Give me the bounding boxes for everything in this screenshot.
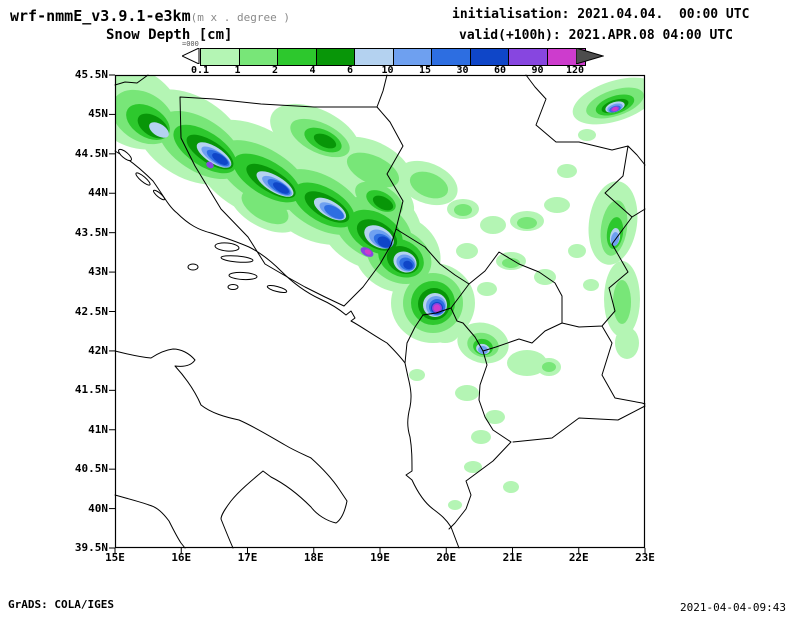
map-linework [114,74,646,549]
valid-time: valid(+100h): 2021.APR.08 04:00 UTC [459,28,733,43]
lon-label: 22E [568,551,589,564]
colorbar-overflow-arrow [576,48,604,64]
lat-label: 42.5N [74,304,108,318]
colorbar-tick-label: 15 [418,65,432,76]
lat-label: 44.5N [74,146,108,160]
croatian-islands [118,148,288,294]
lon-label: 20E [436,551,457,564]
colorbar-box-3 [316,49,355,65]
snow-shading-layer [115,75,645,510]
lon-label: 21E [502,551,523,564]
lon-label: 16E [171,551,192,564]
adriatic-coastline-path [114,150,460,549]
lat-label: 43.5N [74,225,108,239]
lon-label: 18E [303,551,324,564]
lat-label: 41N [88,422,108,436]
colorbar-tick-label: 120 [565,65,585,76]
lat-label: 45N [88,107,108,121]
creation-timestamp: 2021-04-04-09:43 [680,601,786,614]
italy-coastline-path [114,348,348,549]
colorbar-box-8 [509,49,548,65]
field-title: Snow Depth [cm] [106,27,233,43]
colorbar-box-0 [201,49,240,65]
lat-label: 40.5N [74,462,108,476]
lat-label: 41.5N [74,383,108,397]
colorbar-box-7 [470,49,509,65]
lat-label: 43N [88,265,108,279]
grads-credit: GrADS: COLA/IGES [8,598,114,611]
colorbar-left-note: =000 [182,40,199,48]
lat-label: 42N [88,343,108,357]
colorbar-tick-label: 90 [531,65,544,76]
colorbar-tick-label: 0.1 [190,65,210,76]
colorbar-tick-label: 30 [456,65,469,76]
colorbar-box-2 [278,49,317,65]
colorbar-box-6 [432,49,471,65]
country-borders-path [114,74,646,530]
colorbar-tick-label: 10 [381,65,394,76]
colorbar-box-4 [355,49,394,65]
lat-label: 40N [88,501,108,515]
lat-label: 44N [88,186,108,200]
colorbar-boxes [200,48,586,66]
model-units-text: (m x . degree ) [190,11,290,24]
lat-label: 45.5N [74,68,108,81]
colorbar-tick-label: 2 [271,65,279,76]
colorbar-tick-label: 1 [234,65,241,76]
lon-label: 19E [370,551,390,564]
map-frame [114,74,646,549]
colorbar-tick-label: 6 [346,65,354,76]
tyrrhenian-coastline-path [114,494,186,549]
model-title: wrf-nmmE_v3.9.1-e3km(m x . degree ) [10,7,290,25]
axis-ticks [109,74,646,554]
colorbar-box-1 [239,49,278,65]
colorbar-tick-label: 4 [309,65,316,76]
colorbar-underflow-arrow [182,48,200,64]
colorbar-box-5 [393,49,432,65]
lat-label: 39.5N [74,541,108,554]
lon-label: 17E [237,551,258,564]
initialisation-time: initialisation: 2021.04.04. 00:00 UTC [452,7,750,22]
lon-label: 23E [635,551,655,564]
colorbar-tick-label: 60 [493,65,507,76]
lon-label: 15E [105,551,125,564]
model-name-text: wrf-nmmE_v3.9.1-e3km [10,7,191,25]
